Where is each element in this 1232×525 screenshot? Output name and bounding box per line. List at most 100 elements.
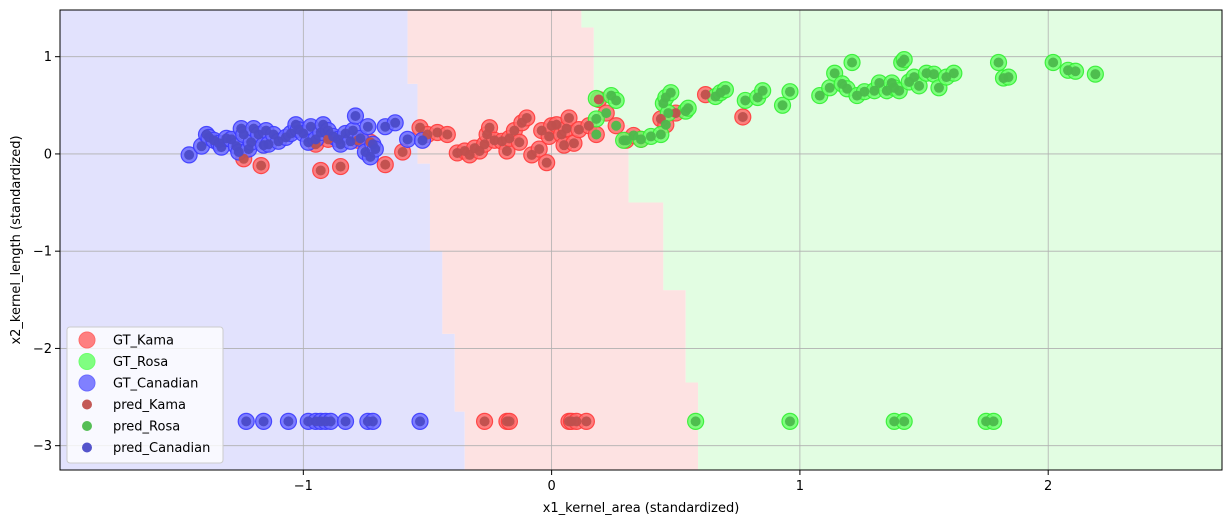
- data-point: [1003, 72, 1014, 83]
- data-point: [1048, 57, 1059, 68]
- legend-item: GT_Rosa: [78, 353, 168, 370]
- data-point: [859, 86, 870, 97]
- data-point: [842, 83, 853, 94]
- data-point: [526, 149, 537, 160]
- y-tick-label: −2: [33, 342, 52, 357]
- plot-frame: [59, 9, 1223, 471]
- data-point: [501, 146, 512, 157]
- data-point: [670, 108, 681, 119]
- data-point: [184, 149, 195, 160]
- data-point: [1063, 65, 1074, 76]
- data-point: [568, 138, 579, 149]
- data-point: [611, 95, 622, 106]
- data-point: [757, 85, 768, 96]
- data-point: [847, 57, 858, 68]
- data-point: [263, 139, 274, 150]
- data-point: [273, 136, 284, 147]
- data-point: [700, 89, 711, 100]
- data-point: [489, 135, 500, 146]
- data-point: [899, 416, 910, 427]
- data-point: [305, 121, 316, 132]
- legend-marker: [82, 399, 92, 410]
- legend-marker: [78, 331, 96, 349]
- data-point: [889, 416, 900, 427]
- data-point: [335, 139, 346, 150]
- data-point: [536, 125, 547, 136]
- legend-label: GT_Rosa: [113, 355, 168, 370]
- data-point: [380, 159, 391, 170]
- data-point: [591, 113, 602, 124]
- data-point: [241, 416, 252, 427]
- data-point: [261, 125, 272, 136]
- data-point: [253, 129, 264, 140]
- legend-label: GT_Kama: [113, 334, 174, 349]
- y-tick-label: 0: [44, 147, 52, 162]
- data-point: [442, 129, 453, 140]
- data-point: [740, 95, 751, 106]
- data-point: [852, 90, 863, 101]
- data-point: [390, 117, 401, 128]
- data-point: [534, 144, 545, 155]
- data-point: [380, 121, 391, 132]
- data-points: [180, 50, 1104, 430]
- data-point: [683, 103, 694, 114]
- data-point: [829, 68, 840, 79]
- data-point: [325, 416, 336, 427]
- data-point: [628, 130, 639, 141]
- data-point: [233, 146, 244, 157]
- decision-regions: [60, 10, 1222, 470]
- data-point: [869, 85, 880, 96]
- data-point: [303, 416, 314, 427]
- data-point: [504, 133, 515, 144]
- data-point: [914, 80, 925, 91]
- data-point: [663, 108, 674, 119]
- data-point: [367, 416, 378, 427]
- data-point: [551, 119, 562, 130]
- y-tick-label: 1: [44, 50, 52, 65]
- data-point: [573, 124, 584, 135]
- data-point: [928, 69, 939, 80]
- data-point: [298, 128, 309, 139]
- data-point: [521, 112, 532, 123]
- data-point: [415, 416, 426, 427]
- legend-marker: [78, 353, 96, 370]
- data-point: [899, 54, 910, 65]
- data-point: [583, 120, 594, 131]
- data-point: [216, 142, 227, 153]
- legend-item: pred_Kama: [82, 398, 186, 413]
- data-point: [365, 151, 376, 162]
- data-point: [737, 111, 748, 122]
- legend-item: GT_Kama: [78, 331, 174, 349]
- data-point: [350, 111, 361, 122]
- data-point: [370, 144, 381, 155]
- data-point: [660, 119, 671, 130]
- legend-label: GT_Canadian: [113, 377, 198, 392]
- legend: GT_Kama GT_Rosa GT_Canadian pred_Kama pred_R…: [66, 326, 224, 464]
- data-point: [335, 161, 346, 172]
- data-point: [541, 157, 552, 168]
- data-point: [784, 416, 795, 427]
- data-point: [544, 131, 555, 142]
- data-point: [988, 416, 999, 427]
- legend-marker: [78, 374, 96, 392]
- x-axis-label: x1_kernel_area (standardized): [543, 501, 740, 516]
- data-point: [402, 134, 413, 145]
- data-point: [611, 120, 622, 131]
- data-point: [921, 68, 932, 79]
- data-point: [417, 135, 428, 146]
- data-point: [874, 77, 885, 88]
- data-point: [397, 146, 408, 157]
- data-point: [563, 112, 574, 123]
- data-point: [933, 82, 944, 93]
- legend-label: pred_Canadian: [113, 441, 210, 456]
- data-point: [948, 68, 959, 79]
- y-tick-label: −3: [33, 439, 52, 454]
- data-point: [645, 131, 656, 142]
- data-point: [347, 125, 358, 136]
- x-tick-label: −1: [294, 479, 313, 494]
- x-tick-label: 2: [1044, 479, 1052, 494]
- series-pred-rosa: [591, 54, 1101, 427]
- data-point: [484, 122, 495, 133]
- data-point: [238, 129, 249, 140]
